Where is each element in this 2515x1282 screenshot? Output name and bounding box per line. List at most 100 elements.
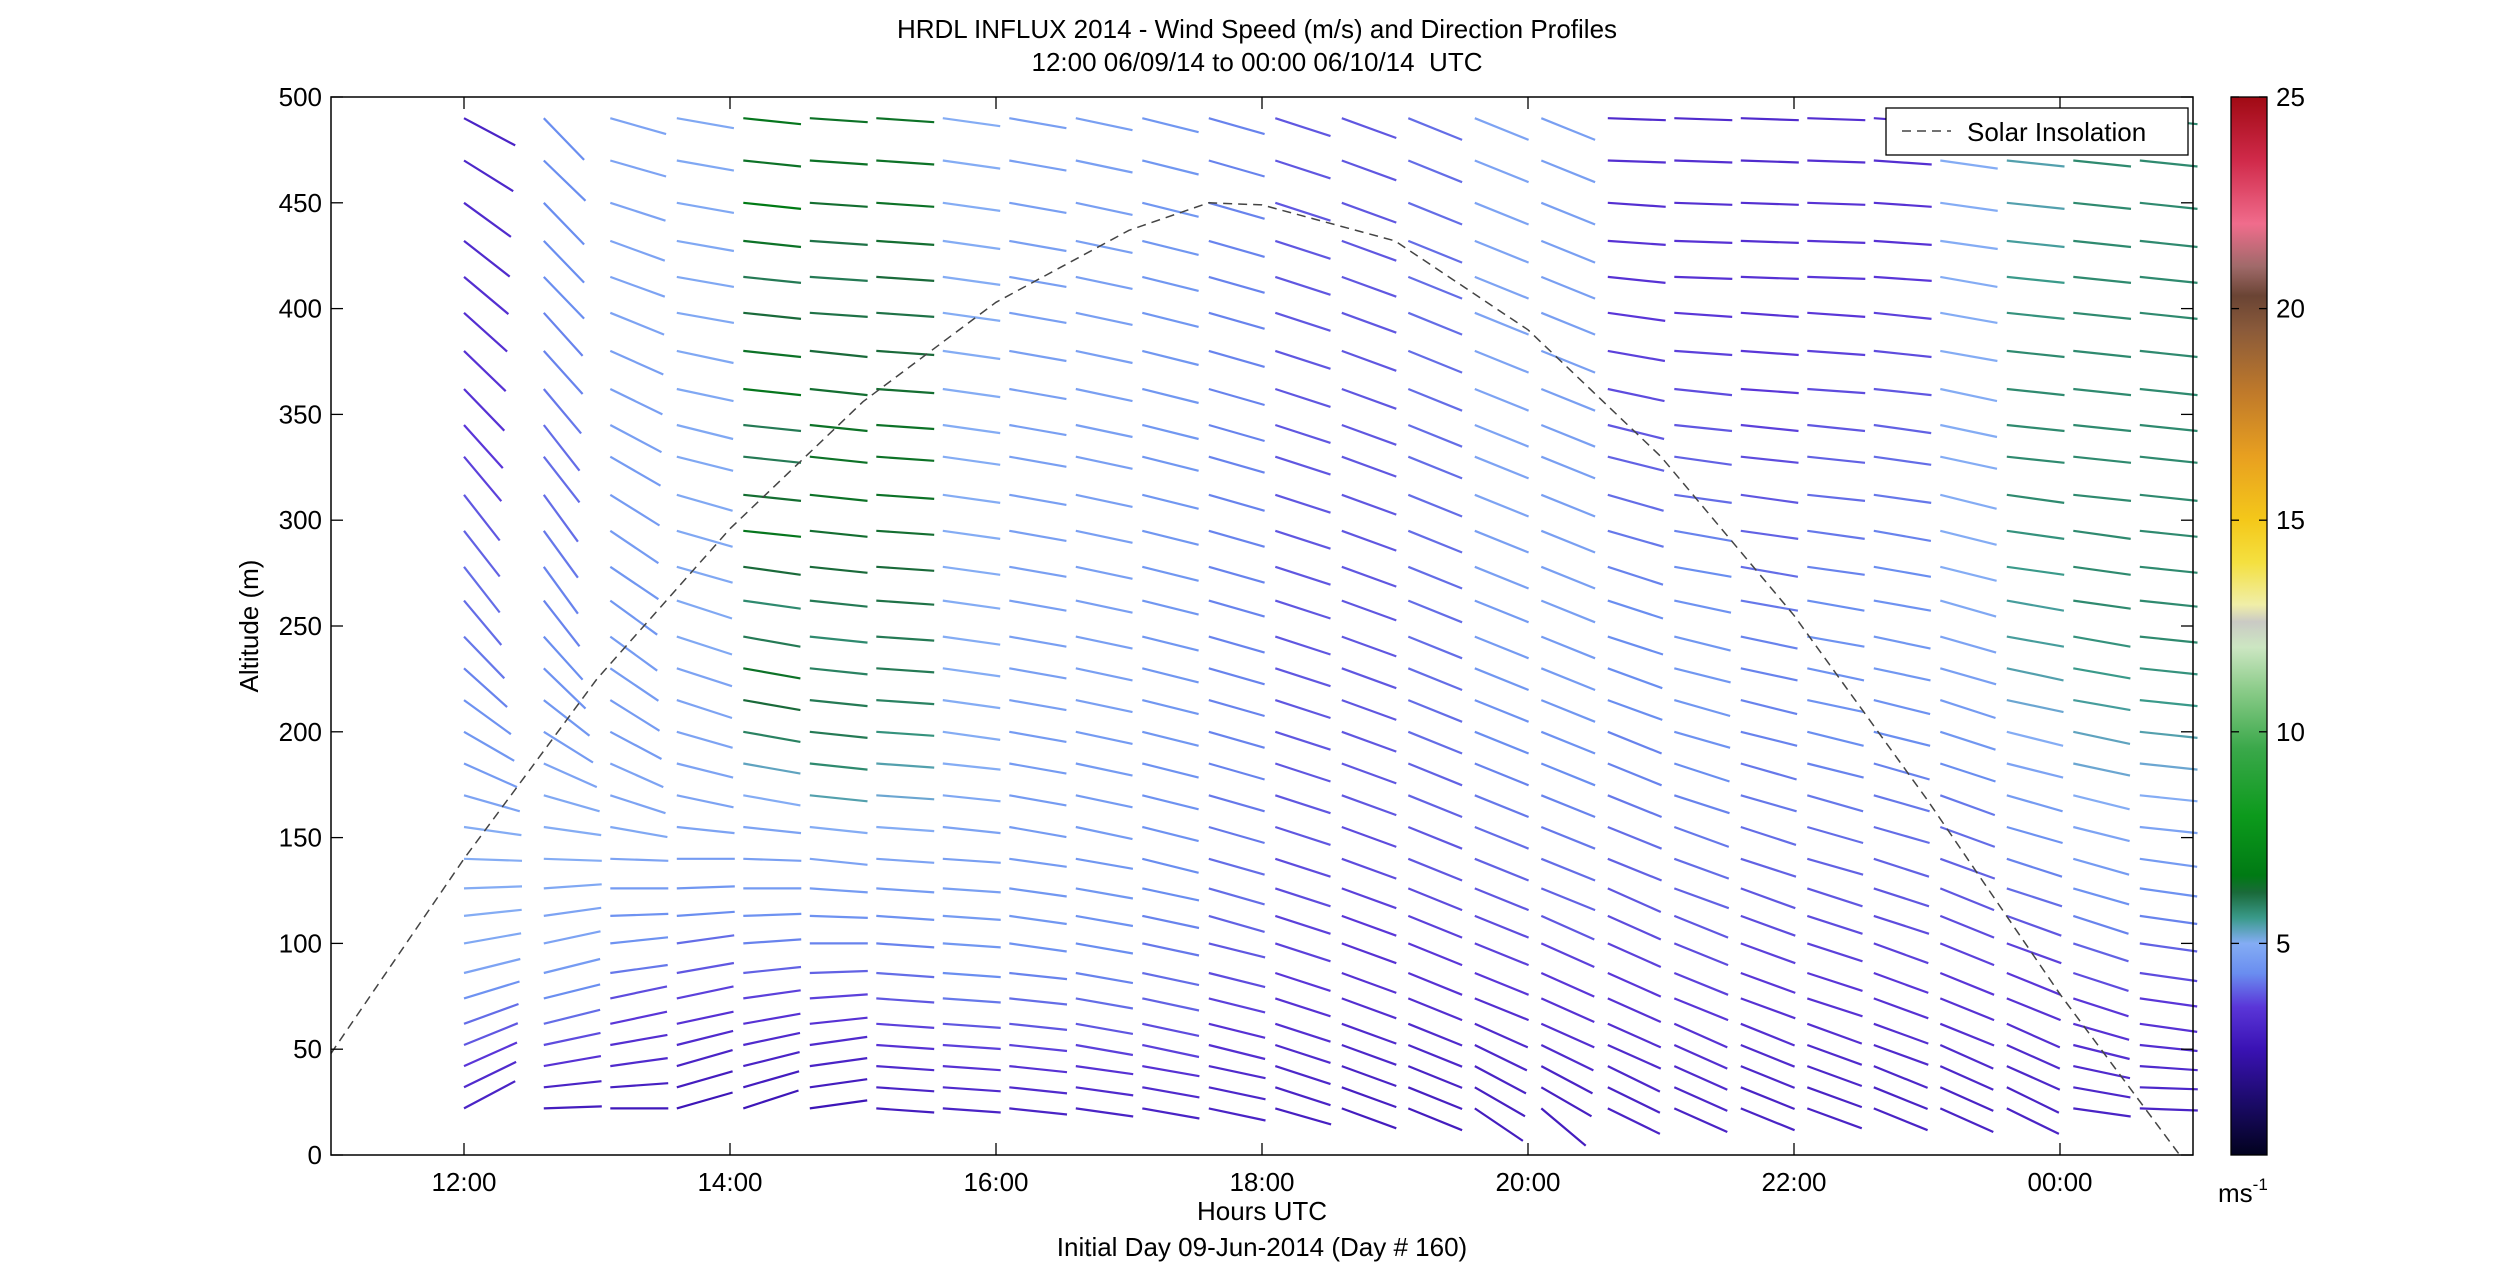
wind-barb bbox=[942, 857, 1001, 864]
wind-barb bbox=[743, 1051, 800, 1068]
wind-barb bbox=[809, 914, 868, 919]
wind-barb bbox=[610, 1057, 668, 1068]
wind-barb bbox=[2139, 997, 2198, 1008]
wind-barb bbox=[876, 794, 935, 801]
wind-barb bbox=[1807, 762, 1864, 779]
wind-barb bbox=[609, 424, 663, 454]
wind-barb bbox=[1873, 201, 1932, 208]
wind-barb bbox=[1673, 887, 1730, 910]
wind-barb bbox=[1341, 1086, 1397, 1109]
wind-barb bbox=[1674, 387, 1733, 397]
wind-barb bbox=[876, 349, 935, 357]
wind-barb bbox=[2006, 857, 2063, 878]
wind-barb bbox=[1075, 887, 1134, 900]
wind-barb bbox=[743, 1012, 801, 1025]
wind-barb bbox=[609, 239, 666, 262]
wind-barb bbox=[1407, 455, 1463, 480]
wind-barb bbox=[1075, 1086, 1134, 1097]
wind-barb bbox=[1142, 349, 1199, 367]
wind-barb bbox=[610, 963, 668, 975]
wind-barb bbox=[1673, 825, 1730, 848]
wind-barb bbox=[2072, 971, 2129, 992]
wind-barb bbox=[1407, 1107, 1463, 1132]
wind-barb bbox=[942, 971, 1001, 979]
wind-barb bbox=[809, 857, 868, 866]
wind-barb bbox=[1474, 1044, 1528, 1072]
wind-barb bbox=[2006, 1022, 2061, 1049]
wind-barb bbox=[876, 971, 935, 979]
wind-barb bbox=[942, 239, 1001, 251]
wind-barb bbox=[463, 276, 510, 315]
wind-barb bbox=[1474, 159, 1530, 184]
wind-barb bbox=[2006, 971, 2062, 996]
wind-barb bbox=[463, 957, 521, 975]
wind-barb bbox=[2006, 887, 2063, 908]
wind-barb bbox=[676, 529, 733, 548]
wind-barb bbox=[1142, 565, 1199, 582]
wind-barb bbox=[543, 762, 598, 789]
wind-barb bbox=[2073, 699, 2131, 712]
wind-barb bbox=[743, 201, 802, 210]
wind-barb bbox=[742, 1089, 799, 1110]
wind-barb bbox=[2073, 599, 2131, 610]
wind-barb bbox=[942, 599, 1001, 610]
wind-barb bbox=[1009, 275, 1067, 288]
wind-barb bbox=[1208, 825, 1265, 845]
wind-barb bbox=[610, 1033, 668, 1047]
wind-barb bbox=[1009, 1086, 1068, 1095]
wind-barb bbox=[1208, 1086, 1266, 1101]
wind-barb bbox=[676, 159, 735, 172]
wind-barb bbox=[1940, 529, 1997, 546]
wind-barb bbox=[2139, 635, 2198, 644]
wind-barb bbox=[1740, 423, 1799, 433]
wind-barb bbox=[1607, 275, 1666, 284]
colorbar-tick-label: 15 bbox=[2276, 505, 2305, 535]
wind-barb bbox=[1940, 455, 1998, 470]
wind-barb bbox=[1939, 887, 1995, 912]
wind-barb bbox=[1075, 201, 1133, 216]
wind-barb bbox=[2139, 201, 2198, 210]
wind-barb bbox=[1075, 857, 1134, 870]
wind-barb bbox=[2073, 529, 2131, 540]
wind-barb bbox=[942, 825, 1001, 835]
wind-barb bbox=[463, 908, 522, 917]
wind-barb bbox=[1009, 1022, 1068, 1031]
wind-barb bbox=[676, 1029, 734, 1047]
wind-barb bbox=[2139, 387, 2198, 397]
wind-barb bbox=[1740, 1065, 1796, 1089]
wind-barb bbox=[543, 794, 600, 813]
wind-barb bbox=[1009, 794, 1067, 807]
wind-barb bbox=[876, 1022, 935, 1029]
wind-barb bbox=[1474, 311, 1530, 336]
wind-barb bbox=[1673, 942, 1729, 967]
wind-barb bbox=[1142, 942, 1200, 957]
wind-barb bbox=[1208, 493, 1265, 512]
wind-barb bbox=[2073, 493, 2132, 502]
wind-barb bbox=[1740, 529, 1799, 540]
wind-barb bbox=[2139, 455, 2198, 464]
wind-barb bbox=[542, 599, 581, 647]
wind-barb bbox=[876, 1086, 935, 1093]
wind-barb bbox=[1740, 159, 1799, 164]
wind-barb bbox=[1940, 239, 1998, 251]
wind-barb bbox=[876, 667, 935, 674]
wind-barb bbox=[1009, 762, 1067, 775]
wind-barb bbox=[1674, 117, 1733, 122]
wind-barb bbox=[1142, 825, 1199, 843]
wind-barb bbox=[809, 529, 868, 538]
wind-barb bbox=[876, 599, 935, 606]
wind-barb bbox=[1075, 942, 1134, 955]
wind-barb bbox=[1208, 349, 1265, 368]
y-tick-label: 350 bbox=[279, 399, 322, 429]
wind-barb bbox=[1407, 349, 1463, 374]
wind-barb bbox=[743, 912, 802, 917]
wind-barb bbox=[1873, 387, 1932, 397]
wind-barb bbox=[2139, 794, 2198, 803]
wind-barb bbox=[1807, 699, 1865, 714]
wind-barb bbox=[1807, 275, 1866, 280]
wind-barb bbox=[1740, 825, 1797, 846]
wind-barb bbox=[1274, 1022, 1331, 1043]
wind-barb bbox=[1540, 825, 1596, 850]
wind-barb bbox=[1407, 997, 1463, 1022]
wind-barb bbox=[609, 275, 666, 298]
